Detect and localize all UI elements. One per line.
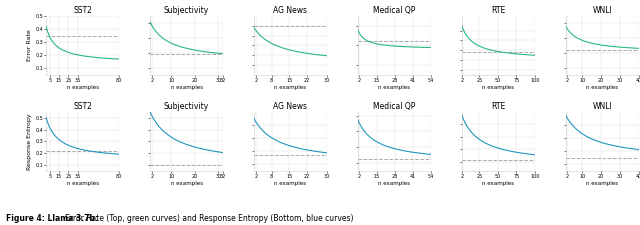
X-axis label: n examples: n examples [275,181,307,186]
Text: Figure 4: Llama 3.7b:: Figure 4: Llama 3.7b: [6,214,101,223]
Title: WNLI: WNLI [592,6,612,15]
X-axis label: n examples: n examples [67,181,99,186]
Title: RTE: RTE [491,102,506,111]
Title: WNLI: WNLI [592,102,612,111]
Title: AG News: AG News [273,102,307,111]
Title: Subjectivity: Subjectivity [164,102,209,111]
X-axis label: n examples: n examples [586,85,618,90]
X-axis label: n examples: n examples [483,181,515,186]
X-axis label: n examples: n examples [378,181,410,186]
X-axis label: n examples: n examples [378,85,410,90]
Title: Subjectivity: Subjectivity [164,6,209,15]
X-axis label: n examples: n examples [67,85,99,90]
Y-axis label: Response Entropy: Response Entropy [28,113,33,170]
X-axis label: n examples: n examples [170,85,202,90]
Y-axis label: Error Rate: Error Rate [28,29,33,61]
Title: SST2: SST2 [73,102,92,111]
X-axis label: n examples: n examples [586,181,618,186]
Title: RTE: RTE [491,6,506,15]
X-axis label: n examples: n examples [170,181,202,186]
X-axis label: n examples: n examples [483,85,515,90]
Title: SST2: SST2 [73,6,92,15]
X-axis label: n examples: n examples [275,85,307,90]
Title: Medical QP: Medical QP [373,6,415,15]
Title: AG News: AG News [273,6,307,15]
Title: Medical QP: Medical QP [373,102,415,111]
Text: Error Rate (Top, green curves) and Response Entropy (Bottom, blue curves): Error Rate (Top, green curves) and Respo… [65,214,354,223]
